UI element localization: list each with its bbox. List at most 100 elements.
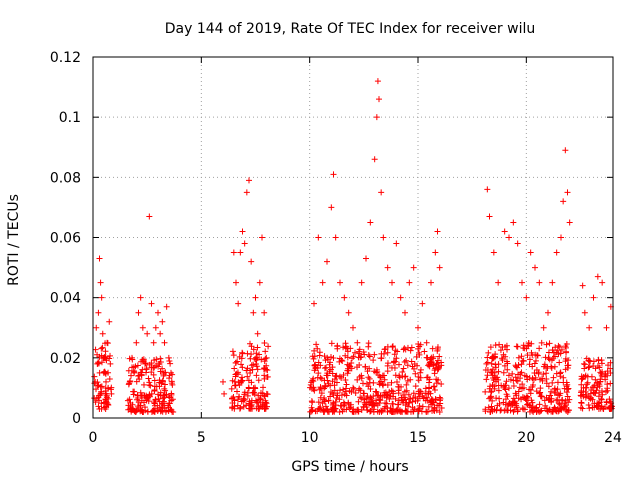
data-point <box>239 228 246 235</box>
data-point <box>392 358 399 365</box>
data-point <box>346 363 353 370</box>
data-point <box>405 391 412 398</box>
data-point <box>593 387 600 394</box>
data-point <box>529 363 536 370</box>
data-point <box>319 279 326 286</box>
data-point <box>221 390 228 397</box>
data-point <box>435 377 442 384</box>
data-point <box>254 366 261 373</box>
data-point <box>255 392 262 399</box>
data-point <box>316 386 323 393</box>
data-point <box>422 390 429 397</box>
data-point <box>502 353 509 360</box>
data-point <box>250 309 257 316</box>
data-point <box>261 309 268 316</box>
data-point <box>339 357 346 364</box>
data-point <box>232 359 239 366</box>
data-point <box>231 405 238 412</box>
data-point <box>129 364 136 371</box>
y-tick-label: 0.02 <box>50 351 81 367</box>
data-point <box>337 387 344 394</box>
data-point <box>538 393 545 400</box>
data-point <box>496 341 503 348</box>
data-point <box>129 354 135 361</box>
data-point <box>358 354 365 361</box>
data-point <box>604 387 611 394</box>
data-point <box>243 189 250 196</box>
data-point <box>138 371 145 378</box>
data-point <box>126 378 133 385</box>
data-point <box>403 381 410 388</box>
data-point <box>492 351 499 358</box>
data-point <box>142 407 149 414</box>
data-point <box>346 405 353 412</box>
data-point <box>382 346 389 353</box>
data-point <box>585 401 592 408</box>
data-point <box>391 351 398 358</box>
data-point <box>365 340 372 347</box>
data-point <box>482 366 489 373</box>
data-point <box>139 356 146 363</box>
data-point <box>527 390 534 397</box>
data-point <box>419 300 426 307</box>
data-point <box>561 400 568 407</box>
data-point <box>265 343 272 350</box>
data-point <box>553 397 560 404</box>
data-point <box>336 408 343 415</box>
data-point <box>430 362 437 369</box>
data-point <box>550 349 557 356</box>
data-point <box>492 342 499 349</box>
data-point <box>153 356 160 363</box>
data-point <box>244 392 251 399</box>
data-point <box>100 400 107 407</box>
data-point <box>327 393 334 400</box>
data-point <box>308 385 315 392</box>
axis-ticks: 0 0.02 0.04 0.06 0.08 0.1 0.12 0 5 10 15 20 24 <box>50 50 622 446</box>
data-point <box>510 382 517 389</box>
data-point <box>557 370 564 377</box>
data-point <box>603 389 610 396</box>
data-point <box>95 403 102 410</box>
data-point <box>432 249 439 256</box>
data-point <box>419 403 426 410</box>
data-point <box>148 300 155 307</box>
data-point <box>248 397 255 404</box>
data-point <box>586 405 593 412</box>
data-point <box>95 309 102 316</box>
data-marks <box>91 78 615 415</box>
data-point <box>346 387 353 394</box>
data-point <box>393 240 400 247</box>
data-point <box>260 384 267 391</box>
data-point <box>128 405 135 412</box>
data-point <box>235 396 242 403</box>
data-point <box>311 300 317 307</box>
data-point <box>580 393 587 400</box>
data-point <box>254 344 261 351</box>
data-point <box>519 405 526 412</box>
data-point <box>371 351 378 358</box>
data-point <box>548 364 555 371</box>
data-point <box>310 375 317 382</box>
data-point <box>237 379 244 386</box>
data-point <box>238 361 245 368</box>
data-point <box>145 394 152 401</box>
data-point <box>484 354 491 361</box>
data-point <box>411 360 418 367</box>
data-point <box>389 388 396 395</box>
data-point <box>98 294 105 301</box>
data-point <box>229 395 236 402</box>
data-point <box>555 400 562 407</box>
data-point <box>106 318 113 325</box>
data-point <box>96 255 103 262</box>
data-point <box>520 357 527 364</box>
data-point <box>581 309 588 316</box>
data-point <box>99 330 106 337</box>
data-point <box>553 390 560 397</box>
data-point <box>482 408 489 415</box>
data-point <box>500 369 507 376</box>
data-point <box>482 388 489 395</box>
data-point <box>245 377 252 384</box>
data-point <box>133 378 140 385</box>
data-point <box>331 406 338 413</box>
data-point <box>417 366 424 373</box>
